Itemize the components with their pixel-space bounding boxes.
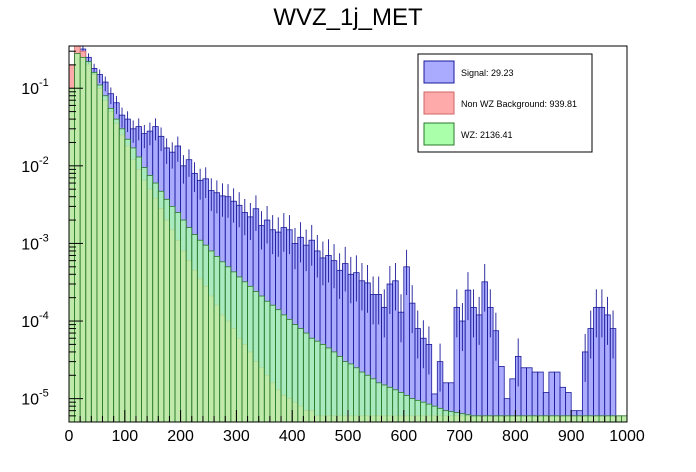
x-tick-label: 900 (558, 428, 585, 445)
y-tick-exponent: -4 (39, 310, 49, 322)
y-tick-label: 10 (21, 314, 39, 331)
axis-layer: 0 100 200 300 400 500 600 700 800 900 100010-510-4… (21, 45, 645, 445)
x-tick-label: 600 (390, 428, 417, 445)
legend-swatch (423, 91, 455, 115)
chart-title: WVZ_1j_MET (273, 4, 423, 31)
y-tick-exponent: -1 (39, 77, 49, 89)
y-tick-exponent: -2 (39, 155, 49, 167)
y-tick-exponent: -5 (39, 388, 49, 400)
y-tick-label: 10 (21, 159, 39, 176)
x-tick-label: 500 (335, 428, 362, 445)
x-tick-label: 1000 (609, 428, 645, 445)
legend-label: Non WZ Background: 939.81 (461, 99, 577, 109)
y-tick-label: 10 (21, 236, 39, 253)
y-tick-label: 10 (21, 392, 39, 409)
x-tick-label: 800 (502, 428, 529, 445)
legend-label: Signal: 29.23 (461, 68, 514, 78)
legend-swatch (423, 122, 455, 146)
y-tick-exponent: -3 (39, 232, 49, 244)
x-tick-label: 700 (446, 428, 473, 445)
x-tick-label: 300 (223, 428, 250, 445)
x-tick-label: 200 (167, 428, 194, 445)
x-tick-label: 400 (279, 428, 306, 445)
x-tick-label: 0 (65, 428, 74, 445)
x-tick-label: 100 (111, 428, 138, 445)
series-layer (68, 45, 628, 423)
legend: Signal: 29.23 Non WZ Background: 939.81 WZ… (417, 53, 593, 153)
y-tick-label: 10 (21, 81, 39, 98)
legend-label: WZ: 2136.41 (461, 130, 513, 140)
legend-swatch (423, 60, 455, 84)
